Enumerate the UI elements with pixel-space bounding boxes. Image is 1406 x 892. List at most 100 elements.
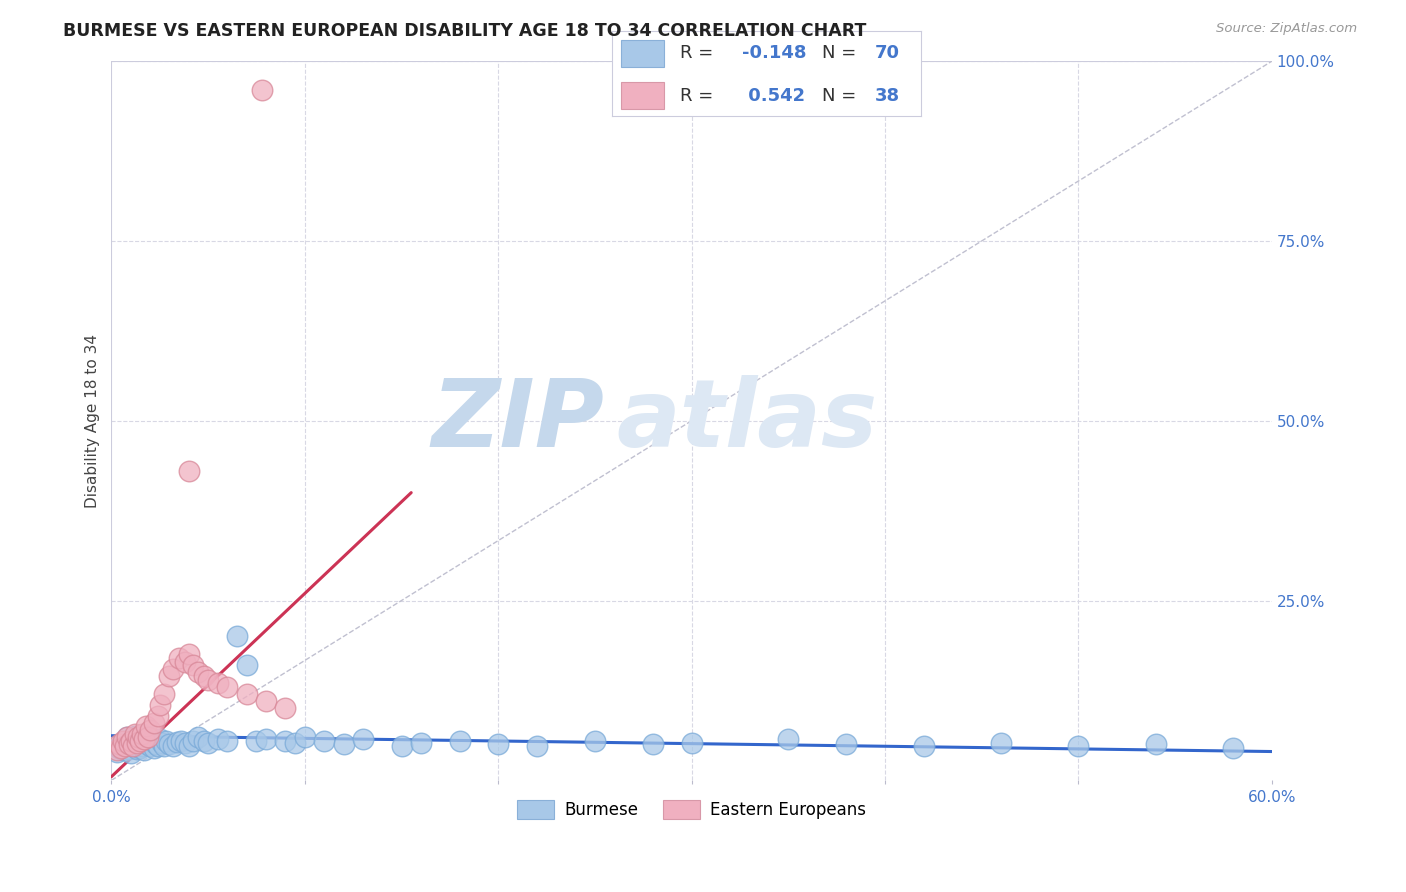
Point	[115, 730, 138, 744]
Point	[139, 739, 162, 753]
Point	[332, 737, 354, 751]
Point	[124, 726, 146, 740]
Point	[681, 736, 703, 750]
Point	[207, 676, 229, 690]
Point	[166, 735, 188, 749]
Point	[174, 655, 197, 669]
Point	[108, 737, 131, 751]
Point	[124, 729, 146, 743]
Point	[391, 739, 413, 753]
Point	[134, 743, 156, 757]
Bar	[621, 40, 664, 67]
Point	[114, 739, 136, 753]
Point	[236, 687, 259, 701]
Text: R =: R =	[679, 87, 718, 104]
Point	[912, 739, 935, 753]
Point	[135, 733, 157, 747]
Text: atlas: atlas	[616, 375, 877, 467]
Point	[162, 739, 184, 753]
Point	[108, 740, 131, 755]
Point	[193, 669, 215, 683]
Point	[990, 736, 1012, 750]
Point	[114, 733, 136, 747]
Point	[136, 737, 159, 751]
Point	[134, 731, 156, 746]
Point	[217, 733, 239, 747]
Point	[105, 743, 128, 757]
Point	[143, 715, 166, 730]
Point	[131, 731, 153, 746]
Point	[124, 740, 146, 755]
Point	[174, 736, 197, 750]
Point	[139, 723, 162, 737]
Point	[155, 733, 177, 747]
Point	[583, 733, 606, 747]
Point	[139, 730, 162, 744]
Bar	[621, 82, 664, 109]
Point	[197, 673, 219, 687]
Point	[314, 733, 336, 747]
Point	[115, 730, 138, 744]
Point	[449, 733, 471, 747]
Text: 38: 38	[875, 87, 900, 104]
Point	[352, 731, 374, 746]
Point	[177, 739, 200, 753]
Point	[118, 737, 141, 751]
Point	[127, 737, 149, 751]
Point	[131, 726, 153, 740]
Point	[110, 737, 132, 751]
Point	[778, 731, 800, 746]
Point	[143, 740, 166, 755]
Point	[125, 741, 148, 756]
Point	[125, 736, 148, 750]
Point	[125, 731, 148, 746]
Y-axis label: Disability Age 18 to 34: Disability Age 18 to 34	[86, 334, 100, 508]
Point	[177, 464, 200, 478]
Point	[111, 733, 134, 747]
Point	[486, 737, 509, 751]
Point	[150, 736, 173, 750]
Point	[1222, 740, 1244, 755]
Point	[146, 708, 169, 723]
Point	[131, 739, 153, 753]
Point	[127, 730, 149, 744]
Text: -0.148: -0.148	[741, 45, 806, 62]
Text: 70: 70	[875, 45, 900, 62]
Point	[110, 740, 132, 755]
Point	[118, 742, 141, 756]
Point	[641, 737, 664, 751]
Point	[111, 743, 134, 757]
Point	[149, 698, 172, 712]
Point	[177, 648, 200, 662]
Text: R =: R =	[679, 45, 718, 62]
Point	[152, 739, 174, 753]
Point	[254, 694, 277, 708]
Point	[145, 737, 167, 751]
Point	[167, 651, 190, 665]
Point	[141, 733, 163, 747]
Point	[526, 739, 548, 753]
Point	[146, 739, 169, 753]
Point	[152, 687, 174, 701]
Point	[207, 731, 229, 746]
Point	[245, 733, 267, 747]
Point	[149, 731, 172, 746]
Point	[121, 736, 143, 750]
Point	[252, 83, 274, 97]
Point	[181, 733, 204, 747]
Point	[129, 733, 152, 747]
Point	[236, 658, 259, 673]
Point	[159, 669, 181, 683]
Text: Source: ZipAtlas.com: Source: ZipAtlas.com	[1216, 22, 1357, 36]
Point	[159, 737, 181, 751]
Point	[193, 733, 215, 747]
Point	[129, 729, 152, 743]
Point	[274, 701, 297, 715]
Legend: Burmese, Eastern Europeans: Burmese, Eastern Europeans	[510, 793, 873, 826]
Point	[136, 730, 159, 744]
Point	[197, 736, 219, 750]
Point	[187, 730, 209, 744]
Point	[254, 731, 277, 746]
Point	[105, 745, 128, 759]
Point	[181, 658, 204, 673]
